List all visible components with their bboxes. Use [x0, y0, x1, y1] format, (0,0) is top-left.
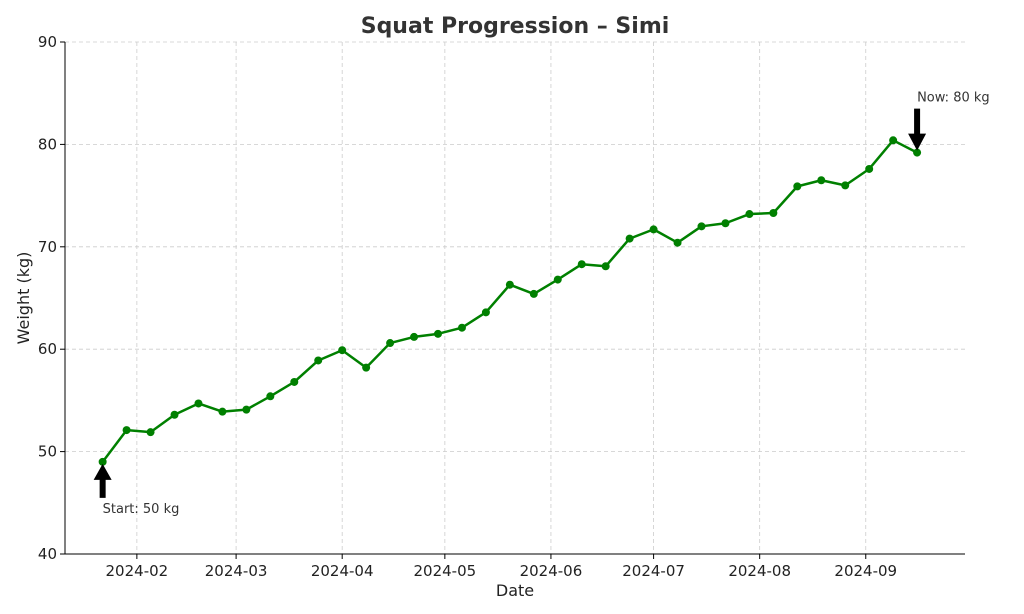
- series: [98, 136, 922, 466]
- now-arrow-icon: [908, 108, 927, 151]
- data-point: [410, 332, 419, 341]
- data-point: [673, 238, 682, 247]
- gridlines: [65, 41, 965, 555]
- x-axis-label: Date: [496, 581, 534, 600]
- data-point: [194, 399, 203, 408]
- data-point: [529, 289, 538, 298]
- data-point: [745, 210, 754, 219]
- data-point: [505, 280, 514, 289]
- x-tick-label: 2024-08: [728, 562, 791, 580]
- x-tick-label: 2024-05: [414, 562, 477, 580]
- y-tick-label: 50: [38, 443, 57, 461]
- x-tick-label: 2024-07: [622, 562, 685, 580]
- data-point: [649, 225, 658, 234]
- data-point: [242, 405, 251, 414]
- y-tick-label: 60: [38, 340, 57, 358]
- start-arrow-icon: [93, 463, 112, 498]
- tick-labels: 40 50 60 70 80 90 2024-02 2024-03 2024-04 2024-05…: [38, 33, 897, 580]
- start-annotation: Start: 50 kg: [103, 502, 180, 517]
- x-tick-label: 2024-09: [834, 562, 897, 580]
- data-point: [769, 209, 778, 218]
- data-point: [913, 148, 922, 157]
- data-point: [290, 377, 299, 386]
- y-tick-label: 40: [38, 545, 57, 563]
- data-point: [314, 356, 323, 365]
- now-annotation: Now: 80 kg: [917, 91, 990, 106]
- data-point: [577, 260, 586, 269]
- data-point: [841, 181, 850, 190]
- data-point: [889, 136, 898, 145]
- data-point: [434, 329, 443, 338]
- data-point: [170, 410, 179, 419]
- axes: [64, 42, 965, 555]
- data-point: [362, 363, 371, 372]
- x-tick-label: 2024-03: [205, 562, 268, 580]
- data-point: [98, 457, 107, 466]
- data-point: [865, 164, 874, 173]
- chart-title: Squat Progression – Simi: [361, 14, 670, 39]
- data-point: [338, 346, 347, 355]
- data-point: [553, 275, 562, 284]
- data-point: [721, 219, 730, 228]
- annotations: Start: 50 kg Now: 80 kg: [93, 91, 990, 517]
- y-tick-label: 80: [38, 135, 57, 153]
- data-point: [481, 308, 490, 317]
- x-tick-label: 2024-04: [311, 562, 374, 580]
- x-tick-label: 2024-02: [106, 562, 169, 580]
- data-point: [386, 339, 395, 348]
- data-point: [817, 176, 826, 185]
- data-point: [457, 323, 466, 332]
- data-point: [697, 222, 706, 231]
- x-tick-label: 2024-06: [520, 562, 583, 580]
- data-point: [601, 262, 610, 271]
- y-axis-label: Weight (kg): [14, 252, 33, 345]
- data-point: [793, 182, 802, 191]
- data-point: [122, 426, 131, 435]
- data-point: [218, 407, 227, 416]
- data-point: [146, 428, 155, 437]
- data-point: [625, 234, 634, 243]
- y-tick-label: 90: [38, 33, 57, 51]
- data-point: [266, 392, 275, 401]
- y-tick-label: 70: [38, 238, 57, 256]
